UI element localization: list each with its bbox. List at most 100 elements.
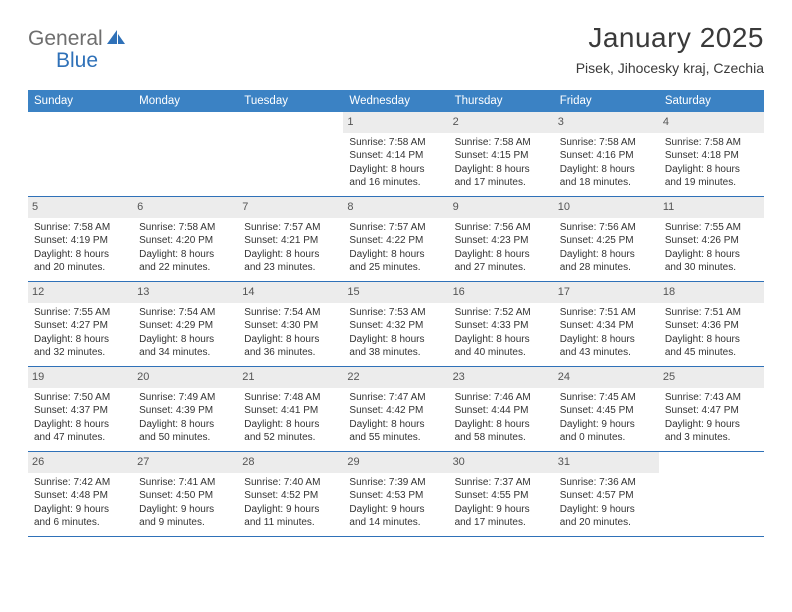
day-number: 7	[238, 197, 343, 218]
sunset-text: Sunset: 4:25 PM	[560, 234, 653, 248]
sunset-text: Sunset: 4:16 PM	[560, 149, 653, 163]
calendar-page: General Blue January 2025 Pisek, Jihoces…	[0, 0, 792, 537]
day-cell: 16Sunrise: 7:52 AMSunset: 4:33 PMDayligh…	[449, 282, 554, 366]
day-cell: 20Sunrise: 7:49 AMSunset: 4:39 PMDayligh…	[133, 367, 238, 451]
location-text: Pisek, Jihocesky kraj, Czechia	[576, 60, 764, 76]
sunrise-text: Sunrise: 7:58 AM	[665, 136, 758, 150]
daylight-text: Daylight: 8 hours	[560, 163, 653, 177]
daylight-text: Daylight: 9 hours	[455, 503, 548, 517]
dow-wednesday: Wednesday	[343, 90, 448, 112]
daylight-text: and 25 minutes.	[349, 261, 442, 275]
sunset-text: Sunset: 4:29 PM	[139, 319, 232, 333]
week-row: 19Sunrise: 7:50 AMSunset: 4:37 PMDayligh…	[28, 367, 764, 452]
day-cell: .	[238, 112, 343, 196]
sail-icon	[106, 32, 126, 49]
sunset-text: Sunset: 4:55 PM	[455, 489, 548, 503]
day-number: 11	[659, 197, 764, 218]
sunrise-text: Sunrise: 7:58 AM	[560, 136, 653, 150]
day-number: 29	[343, 452, 448, 473]
daylight-text: and 47 minutes.	[34, 431, 127, 445]
day-number: 16	[449, 282, 554, 303]
day-cell: 4Sunrise: 7:58 AMSunset: 4:18 PMDaylight…	[659, 112, 764, 196]
week-row: 26Sunrise: 7:42 AMSunset: 4:48 PMDayligh…	[28, 452, 764, 537]
sunrise-text: Sunrise: 7:57 AM	[244, 221, 337, 235]
dow-thursday: Thursday	[449, 90, 554, 112]
sunrise-text: Sunrise: 7:52 AM	[455, 306, 548, 320]
sunrise-text: Sunrise: 7:47 AM	[349, 391, 442, 405]
day-cell: .	[28, 112, 133, 196]
sunrise-text: Sunrise: 7:46 AM	[455, 391, 548, 405]
day-cell: 12Sunrise: 7:55 AMSunset: 4:27 PMDayligh…	[28, 282, 133, 366]
sunrise-text: Sunrise: 7:50 AM	[34, 391, 127, 405]
day-number: 3	[554, 112, 659, 133]
dow-friday: Friday	[554, 90, 659, 112]
day-number: 30	[449, 452, 554, 473]
daylight-text: and 28 minutes.	[560, 261, 653, 275]
daylight-text: Daylight: 8 hours	[139, 333, 232, 347]
sunrise-text: Sunrise: 7:42 AM	[34, 476, 127, 490]
day-cell: 8Sunrise: 7:57 AMSunset: 4:22 PMDaylight…	[343, 197, 448, 281]
day-cell: 22Sunrise: 7:47 AMSunset: 4:42 PMDayligh…	[343, 367, 448, 451]
sunset-text: Sunset: 4:42 PM	[349, 404, 442, 418]
day-number: 12	[28, 282, 133, 303]
day-number: 14	[238, 282, 343, 303]
days-of-week-header: SundayMondayTuesdayWednesdayThursdayFrid…	[28, 90, 764, 112]
sunrise-text: Sunrise: 7:54 AM	[139, 306, 232, 320]
dow-saturday: Saturday	[659, 90, 764, 112]
day-number: 13	[133, 282, 238, 303]
day-cell: 17Sunrise: 7:51 AMSunset: 4:34 PMDayligh…	[554, 282, 659, 366]
day-cell: 13 Sunrise: 7:54 AMSunset: 4:29 PMDayligh…	[133, 282, 238, 366]
daylight-text: and 20 minutes.	[560, 516, 653, 530]
sunset-text: Sunset: 4:34 PM	[560, 319, 653, 333]
sunrise-text: Sunrise: 7:40 AM	[244, 476, 337, 490]
day-cell: 6Sunrise: 7:58 AMSunset: 4:20 PMDaylight…	[133, 197, 238, 281]
day-cell: 18Sunrise: 7:51 AMSunset: 4:36 PMDayligh…	[659, 282, 764, 366]
day-cell: 27Sunrise: 7:41 AMSunset: 4:50 PMDayligh…	[133, 452, 238, 536]
day-number: 10	[554, 197, 659, 218]
week-row: ...1Sunrise: 7:58 AMSunset: 4:14 PMDayli…	[28, 112, 764, 197]
sunset-text: Sunset: 4:48 PM	[34, 489, 127, 503]
sunrise-text: Sunrise: 7:58 AM	[349, 136, 442, 150]
dow-tuesday: Tuesday	[238, 90, 343, 112]
daylight-text: Daylight: 8 hours	[455, 248, 548, 262]
daylight-text: Daylight: 8 hours	[665, 333, 758, 347]
day-number: 31	[554, 452, 659, 473]
daylight-text: Daylight: 9 hours	[244, 503, 337, 517]
daylight-text: Daylight: 9 hours	[560, 503, 653, 517]
daylight-text: and 3 minutes.	[665, 431, 758, 445]
day-cell: 24Sunrise: 7:45 AMSunset: 4:45 PMDayligh…	[554, 367, 659, 451]
daylight-text: and 55 minutes.	[349, 431, 442, 445]
day-number: 21	[238, 367, 343, 388]
daylight-text: and 36 minutes.	[244, 346, 337, 360]
sunset-text: Sunset: 4:44 PM	[455, 404, 548, 418]
daylight-text: and 9 minutes.	[139, 516, 232, 530]
daylight-text: and 19 minutes.	[665, 176, 758, 190]
sunrise-text: Sunrise: 7:54 AM	[244, 306, 337, 320]
day-number: 6	[133, 197, 238, 218]
sunrise-text: Sunrise: 7:39 AM	[349, 476, 442, 490]
daylight-text: Daylight: 8 hours	[139, 418, 232, 432]
sunset-text: Sunset: 4:37 PM	[34, 404, 127, 418]
logo-text-block: General Blue	[28, 28, 126, 72]
daylight-text: and 32 minutes.	[34, 346, 127, 360]
sunset-text: Sunset: 4:19 PM	[34, 234, 127, 248]
daylight-text: and 58 minutes.	[455, 431, 548, 445]
sunrise-text: Sunrise: 7:36 AM	[560, 476, 653, 490]
daylight-text: Daylight: 8 hours	[34, 248, 127, 262]
brand-part2: Blue	[56, 49, 98, 72]
sunset-text: Sunset: 4:18 PM	[665, 149, 758, 163]
daylight-text: and 17 minutes.	[455, 176, 548, 190]
day-number: 5	[28, 197, 133, 218]
daylight-text: Daylight: 9 hours	[139, 503, 232, 517]
day-number: 9	[449, 197, 554, 218]
sunset-text: Sunset: 4:15 PM	[455, 149, 548, 163]
sunset-text: Sunset: 4:14 PM	[349, 149, 442, 163]
daylight-text: and 40 minutes.	[455, 346, 548, 360]
daylight-text: Daylight: 8 hours	[34, 333, 127, 347]
daylight-text: Daylight: 8 hours	[349, 248, 442, 262]
day-number: 27	[133, 452, 238, 473]
day-cell: 7Sunrise: 7:57 AMSunset: 4:21 PMDaylight…	[238, 197, 343, 281]
month-title: January 2025	[576, 22, 764, 54]
sunrise-text: Sunrise: 7:58 AM	[455, 136, 548, 150]
day-number: 8	[343, 197, 448, 218]
